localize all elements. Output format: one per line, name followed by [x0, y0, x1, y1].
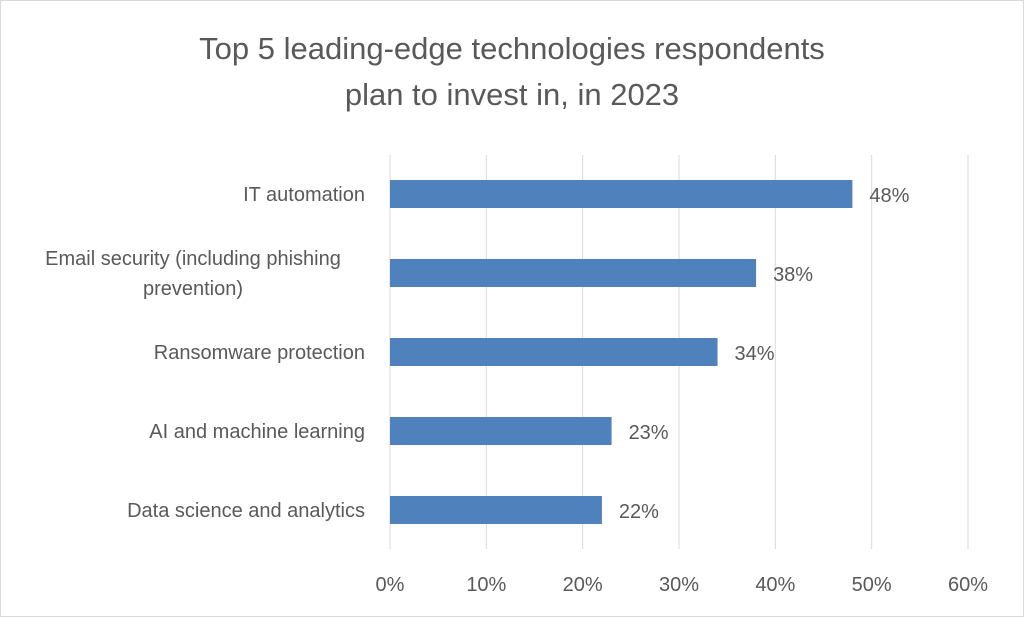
chart-title-line-2: plan to invest in, in 2023: [344, 77, 680, 112]
x-tick-label: 0%: [376, 574, 405, 596]
bars: [390, 180, 853, 524]
chart-title: Top 5 leading-edge technologies responde…: [0, 26, 1024, 118]
x-tick-label: 40%: [755, 574, 795, 596]
bar: [390, 259, 757, 287]
labels: 0% 10% 20% 30% 40% 50% 60% 48% IT automation 38% E…: [45, 184, 988, 596]
data-label: 22%: [619, 501, 659, 523]
bar: [390, 417, 612, 445]
bar: [390, 338, 718, 366]
x-tick-label: 20%: [563, 574, 603, 596]
category-label: prevention): [143, 278, 243, 300]
x-tick-label: 50%: [852, 574, 892, 596]
category-label: IT automation: [243, 184, 365, 206]
bar: [390, 496, 602, 524]
data-label: 23%: [629, 422, 669, 444]
category-label: Ransomware protection: [154, 342, 365, 364]
x-tick-label: 10%: [466, 574, 506, 596]
data-label: 34%: [735, 343, 775, 365]
category-label: Email security (including phishing: [45, 248, 341, 270]
x-tick-label: 60%: [948, 574, 988, 596]
data-label: 48%: [869, 185, 909, 207]
data-label: 38%: [773, 264, 813, 286]
chart-title-line-1: Top 5 leading-edge technologies responde…: [199, 31, 825, 66]
bar: [390, 180, 853, 208]
x-tick-label: 30%: [659, 574, 699, 596]
category-label: AI and machine learning: [149, 421, 365, 443]
category-label: Data science and analytics: [127, 500, 365, 522]
